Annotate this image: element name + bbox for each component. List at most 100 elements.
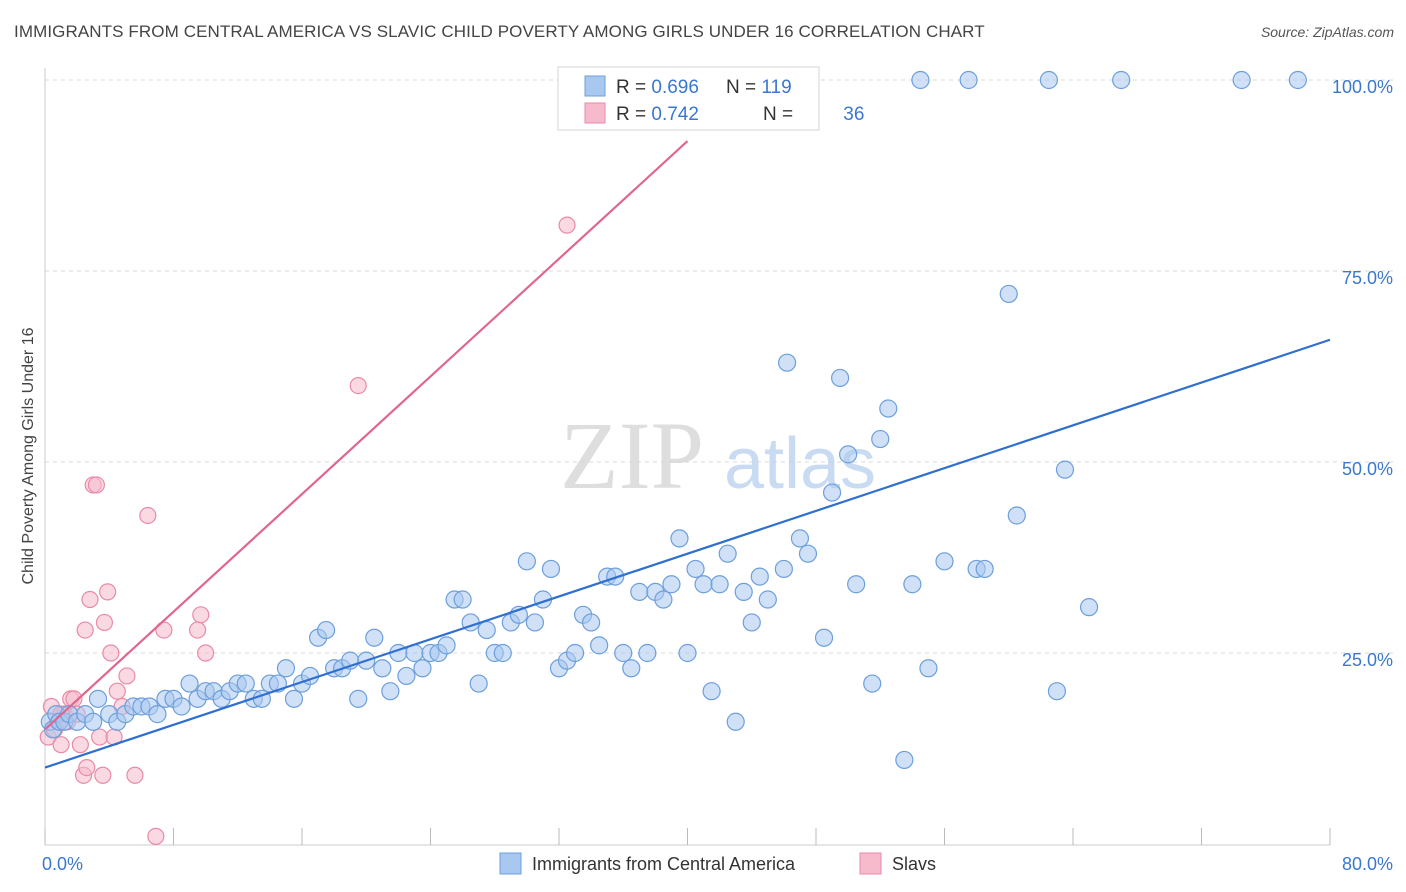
data-point-central-america bbox=[758, 590, 777, 609]
data-point-central-america bbox=[790, 529, 810, 548]
source-credit: Source: ZipAtlas.com bbox=[1260, 24, 1394, 40]
data-point-central-america bbox=[236, 674, 255, 693]
data-point-central-america bbox=[975, 559, 994, 579]
data-point-slavs bbox=[139, 506, 157, 525]
data-point-central-america bbox=[590, 636, 609, 655]
svg-text:R = 0.696: R = 0.696 bbox=[616, 77, 699, 98]
data-point-slavs bbox=[349, 377, 367, 395]
data-point-central-america bbox=[1039, 70, 1059, 90]
data-point-slavs bbox=[95, 613, 114, 632]
data-point-central-america bbox=[477, 620, 496, 640]
data-point-central-america bbox=[814, 628, 834, 647]
data-point-central-america bbox=[1079, 598, 1099, 617]
data-point-central-america bbox=[469, 674, 488, 693]
data-point-central-america bbox=[1232, 70, 1251, 90]
data-point-slavs bbox=[91, 728, 109, 746]
svg-text:R = 0.742: R = 0.742 bbox=[616, 104, 699, 125]
data-point-central-america bbox=[582, 613, 601, 632]
data-point-slavs bbox=[558, 216, 576, 234]
data-point-central-america bbox=[172, 697, 191, 716]
data-point-central-america bbox=[654, 590, 673, 609]
data-point-central-america bbox=[284, 689, 304, 708]
x-tick-label-min: 0.0% bbox=[42, 854, 83, 874]
data-point-central-america bbox=[911, 70, 930, 90]
data-point-central-america bbox=[413, 659, 432, 678]
y-tick-labels: 25.0% 50.0% 75.0% 100.0% bbox=[1332, 77, 1393, 670]
data-point-central-america bbox=[830, 368, 850, 388]
legend-n-value: 119 bbox=[761, 77, 791, 98]
data-point-central-america bbox=[750, 567, 769, 586]
data-point-slavs bbox=[108, 682, 126, 700]
trend-line-central-america bbox=[44, 338, 1331, 769]
data-point-central-america bbox=[397, 666, 416, 686]
data-point-central-america bbox=[630, 582, 649, 601]
data-point-central-america bbox=[686, 559, 705, 579]
data-point-central-america bbox=[702, 682, 721, 701]
data-point-central-america bbox=[662, 575, 681, 594]
watermark-atlas: atlas bbox=[724, 424, 876, 504]
data-point-central-america bbox=[726, 712, 745, 731]
data-point-slavs bbox=[155, 621, 173, 639]
data-point-central-america bbox=[895, 750, 914, 770]
data-point-slavs bbox=[99, 583, 117, 601]
y-tick-label: 75.0% bbox=[1342, 268, 1393, 288]
data-point-central-america bbox=[316, 620, 336, 640]
legend-n-label: N = bbox=[726, 77, 761, 98]
legend-r-label: R = bbox=[616, 77, 651, 98]
legend-n-value: 36 bbox=[843, 104, 864, 125]
data-point-central-america bbox=[694, 575, 713, 594]
legend-label-slavs: Slavs bbox=[892, 854, 936, 874]
data-point-central-america bbox=[847, 575, 866, 594]
data-point-central-america bbox=[493, 643, 512, 663]
data-point-central-america bbox=[670, 529, 689, 548]
watermark-zip: ZIP bbox=[560, 402, 704, 509]
svg-text:N = 119: N = 119 bbox=[726, 77, 792, 98]
data-point-central-america bbox=[437, 636, 456, 655]
data-point-central-america bbox=[365, 628, 384, 647]
y-tick-label: 100.0% bbox=[1332, 77, 1393, 97]
data-point-central-america bbox=[148, 705, 167, 724]
data-point-central-america bbox=[718, 544, 737, 563]
data-point-slavs bbox=[52, 736, 70, 754]
data-point-central-america bbox=[180, 674, 199, 693]
data-point-central-america bbox=[935, 552, 954, 571]
data-point-central-america bbox=[919, 659, 938, 678]
data-point-central-america bbox=[1288, 70, 1307, 90]
data-point-central-america bbox=[276, 659, 296, 678]
data-point-central-america bbox=[999, 284, 1018, 304]
data-point-central-america bbox=[541, 559, 561, 579]
data-point-slavs bbox=[147, 827, 165, 845]
data-point-central-america bbox=[373, 659, 392, 678]
legend-swatch-pink bbox=[859, 852, 882, 875]
data-point-slavs bbox=[188, 621, 207, 639]
y-tick-label: 25.0% bbox=[1342, 650, 1393, 670]
y-axis-label: Child Poverty Among Girls Under 16 bbox=[20, 327, 37, 584]
data-point-central-america bbox=[822, 483, 842, 502]
data-point-central-america bbox=[1112, 70, 1131, 90]
data-point-central-america bbox=[879, 399, 898, 418]
trend-lines bbox=[44, 140, 1331, 769]
data-point-central-america bbox=[381, 682, 400, 701]
data-point-central-america bbox=[863, 674, 882, 693]
trend-line-slavs bbox=[44, 140, 689, 731]
data-point-slavs bbox=[102, 644, 120, 662]
legend-r-label: R = bbox=[616, 104, 651, 125]
svg-text:N = 36: N = 36 bbox=[726, 104, 891, 125]
data-point-central-america bbox=[710, 575, 729, 594]
data-point-central-america bbox=[453, 590, 472, 609]
y-tick-label: 50.0% bbox=[1342, 459, 1393, 479]
legend-r-value: 0.742 bbox=[651, 104, 699, 125]
data-point-central-america bbox=[903, 575, 922, 594]
data-point-central-america bbox=[1007, 506, 1026, 525]
data-point-central-america bbox=[777, 353, 797, 372]
data-point-slavs bbox=[81, 590, 99, 609]
data-point-central-america bbox=[742, 613, 761, 632]
chart-title: IMMIGRANTS FROM CENTRAL AMERICA VS SLAVI… bbox=[14, 22, 985, 41]
legend-r-value: 0.696 bbox=[651, 77, 699, 98]
data-point-central-america bbox=[614, 643, 633, 663]
data-point-central-america bbox=[839, 445, 858, 464]
watermark: ZIP atlas bbox=[560, 402, 876, 509]
data-point-central-america bbox=[565, 643, 585, 663]
data-point-slavs bbox=[71, 736, 89, 754]
